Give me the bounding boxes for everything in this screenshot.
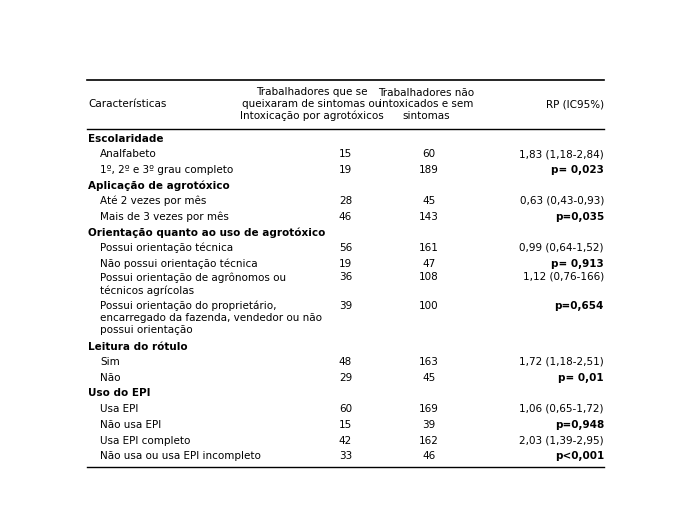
- Text: Escolaridade: Escolaridade: [88, 134, 164, 144]
- Text: 46: 46: [339, 212, 352, 222]
- Text: Mais de 3 vezes por mês: Mais de 3 vezes por mês: [100, 212, 228, 222]
- Text: Trabalhadores que se
queixaram de sintomas ou
Intoxicação por agrotóxicos: Trabalhadores que se queixaram de sintom…: [239, 87, 384, 121]
- Text: 162: 162: [419, 435, 439, 445]
- Text: 15: 15: [339, 149, 352, 159]
- Text: p= 0,023: p= 0,023: [551, 165, 604, 175]
- Text: Possui orientação técnica: Possui orientação técnica: [100, 243, 233, 253]
- Text: Trabalhadores não
intoxicados e sem
sintomas: Trabalhadores não intoxicados e sem sint…: [378, 88, 474, 121]
- Text: Sim: Sim: [100, 357, 120, 367]
- Text: Aplicação de agrotóxico: Aplicação de agrotóxico: [88, 180, 231, 191]
- Text: 29: 29: [339, 373, 352, 383]
- Text: 1,06 (0,65-1,72): 1,06 (0,65-1,72): [520, 404, 604, 414]
- Text: 0,99 (0,64-1,52): 0,99 (0,64-1,52): [520, 243, 604, 253]
- Text: Usa EPI completo: Usa EPI completo: [100, 435, 190, 445]
- Text: 1,83 (1,18-2,84): 1,83 (1,18-2,84): [519, 149, 604, 159]
- Text: 60: 60: [423, 149, 435, 159]
- Text: Características: Características: [88, 99, 166, 109]
- Text: 39: 39: [423, 419, 435, 430]
- Text: 28: 28: [339, 196, 352, 206]
- Text: Não usa ou usa EPI incompleto: Não usa ou usa EPI incompleto: [100, 451, 261, 461]
- Text: Uso do EPI: Uso do EPI: [88, 388, 151, 398]
- Text: p=0,948: p=0,948: [555, 419, 604, 430]
- Text: 19: 19: [339, 165, 352, 175]
- Text: Leitura do rótulo: Leitura do rótulo: [88, 342, 188, 351]
- Text: p= 0,913: p= 0,913: [551, 259, 604, 269]
- Text: 108: 108: [419, 271, 439, 281]
- Text: 56: 56: [339, 243, 352, 253]
- Text: 2,03 (1,39-2,95): 2,03 (1,39-2,95): [520, 435, 604, 445]
- Text: p= 0,01: p= 0,01: [558, 373, 604, 383]
- Text: Analfabeto: Analfabeto: [100, 149, 156, 159]
- Text: 19: 19: [339, 259, 352, 269]
- Text: 39: 39: [339, 302, 352, 312]
- Text: 47: 47: [423, 259, 435, 269]
- Text: 36: 36: [339, 271, 352, 281]
- Text: 1º, 2º e 3º grau completo: 1º, 2º e 3º grau completo: [100, 165, 233, 175]
- Text: RP (IC95%): RP (IC95%): [546, 99, 604, 109]
- Text: p=0,035: p=0,035: [555, 212, 604, 222]
- Text: 189: 189: [419, 165, 439, 175]
- Text: 143: 143: [419, 212, 439, 222]
- Text: 15: 15: [339, 419, 352, 430]
- Text: Possui orientação de agrônomos ou
técnicos agrícolas: Possui orientação de agrônomos ou técnic…: [100, 272, 286, 296]
- Text: p<0,001: p<0,001: [555, 451, 604, 461]
- Text: 163: 163: [419, 357, 439, 367]
- Text: 1,72 (1,18-2,51): 1,72 (1,18-2,51): [519, 357, 604, 367]
- Text: 60: 60: [339, 404, 352, 414]
- Text: 48: 48: [339, 357, 352, 367]
- Text: 45: 45: [423, 373, 435, 383]
- Text: 100: 100: [419, 302, 439, 312]
- Text: Não possui orientação técnica: Não possui orientação técnica: [100, 258, 257, 269]
- Text: 0,63 (0,43-0,93): 0,63 (0,43-0,93): [520, 196, 604, 206]
- Text: 33: 33: [339, 451, 352, 461]
- Text: 1,12 (0,76-166): 1,12 (0,76-166): [523, 271, 604, 281]
- Text: Possui orientação do proprietário,
encarregado da fazenda, vendedor ou não
possu: Possui orientação do proprietário, encar…: [100, 300, 322, 335]
- Text: 45: 45: [423, 196, 435, 206]
- Text: Usa EPI: Usa EPI: [100, 404, 138, 414]
- Text: 161: 161: [419, 243, 439, 253]
- Text: Orientação quanto ao uso de agrotóxico: Orientação quanto ao uso de agrotóxico: [88, 227, 326, 238]
- Text: 169: 169: [419, 404, 439, 414]
- Text: Não: Não: [100, 373, 121, 383]
- Text: Até 2 vezes por mês: Até 2 vezes por mês: [100, 196, 206, 206]
- Text: p=0,654: p=0,654: [555, 302, 604, 312]
- Text: 46: 46: [423, 451, 435, 461]
- Text: Não usa EPI: Não usa EPI: [100, 419, 161, 430]
- Text: 42: 42: [339, 435, 352, 445]
